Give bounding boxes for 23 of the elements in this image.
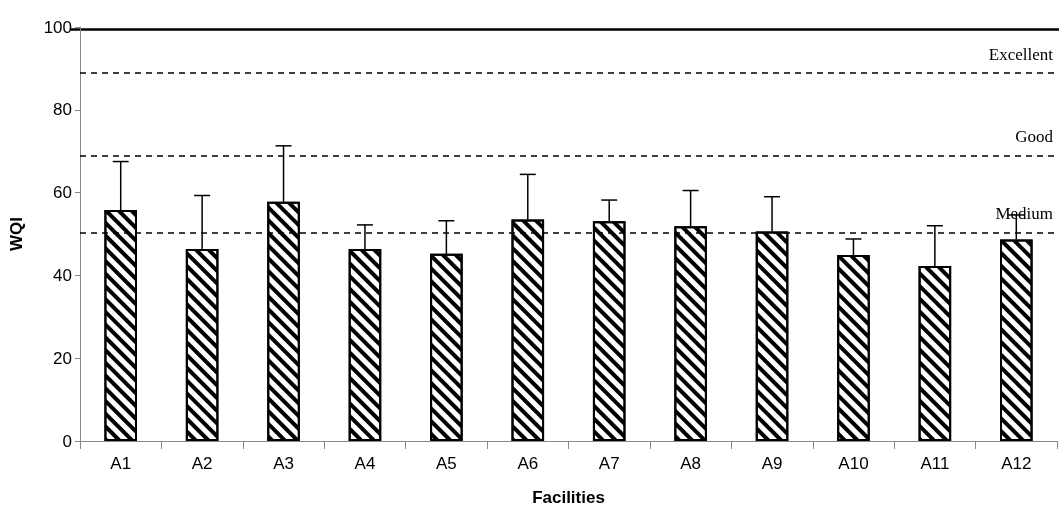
y-tick-label: 0 xyxy=(62,431,72,451)
ref-line-label: Medium xyxy=(995,204,1053,224)
x-tick-label: A3 xyxy=(273,454,294,473)
x-tick-label: A2 xyxy=(191,454,213,473)
x-tick-label: A4 xyxy=(354,454,376,473)
y-tick-label: 100 xyxy=(43,17,72,37)
x-tick-label: A9 xyxy=(761,454,783,473)
y-tick-label: 80 xyxy=(53,100,72,120)
x-axis-title: Facilities xyxy=(532,488,605,507)
y-tick-label: 60 xyxy=(53,183,72,203)
x-tick-label: A1 xyxy=(110,454,132,473)
ref-line-label: Excellent xyxy=(988,44,1054,64)
y-tick-label: 40 xyxy=(53,265,72,285)
x-tick-label: A6 xyxy=(517,454,539,473)
x-tick-label: A11 xyxy=(920,454,950,473)
x-tick-label: A8 xyxy=(680,454,702,473)
ref-line-label: Good xyxy=(1015,127,1054,147)
y-axis-title: WQI xyxy=(7,217,26,251)
x-tick-label: A5 xyxy=(435,454,457,473)
x-tick-label: A12 xyxy=(1001,454,1032,473)
x-tick-label: A10 xyxy=(838,454,869,473)
x-tick-label: A7 xyxy=(598,454,620,473)
y-tick-label: 20 xyxy=(53,348,72,368)
